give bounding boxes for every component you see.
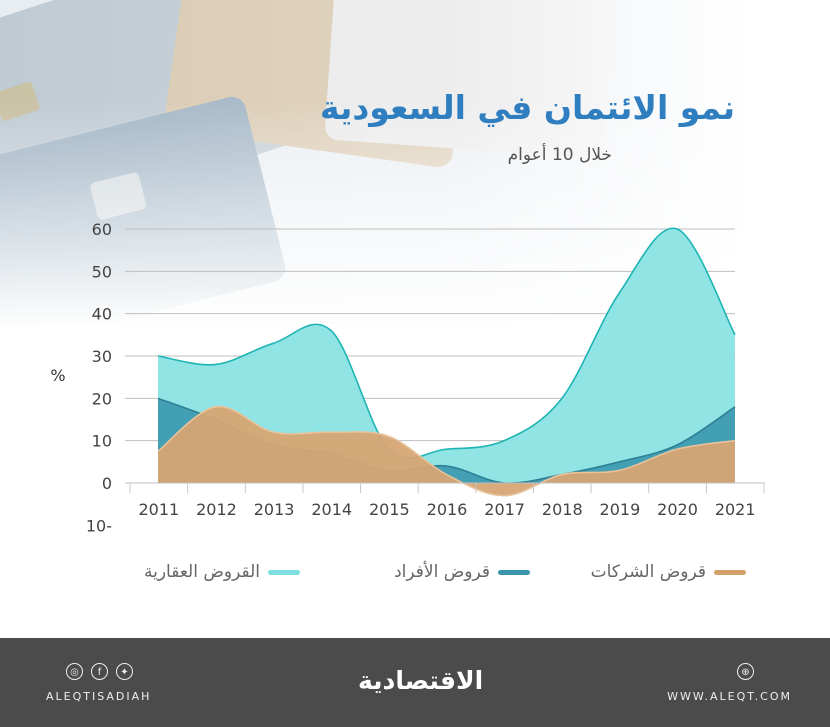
legend-label-corporate: قروض الشركات (590, 562, 706, 582)
series-area-corporate (158, 406, 735, 496)
x-tick-label: 2011 (138, 500, 179, 519)
legend-item-corporate: قروض الشركات (591, 562, 746, 582)
brand-logo: الاقتصادية (358, 666, 484, 695)
x-tick-label: 2021 (715, 500, 756, 519)
social-handle[interactable]: ALEQTISADIAH (46, 690, 152, 703)
y-tick-label: 20 (92, 389, 112, 408)
legend-label-personal: قروض الأفراد (394, 562, 490, 582)
x-tick-label: 2017 (484, 500, 525, 519)
y-tick-label: 30 (92, 347, 112, 366)
legend-label-mortgage: القروض العقارية (144, 562, 260, 582)
y-tick-label: 50 (92, 262, 112, 281)
legend-swatch-corporate (714, 569, 746, 575)
series-line-mortgage (157, 227, 736, 460)
y-tick-label: 60 (92, 220, 112, 239)
facebook-icon[interactable]: f (91, 663, 108, 680)
legend-swatch-mortgage (268, 569, 300, 575)
legend: القروض العقارية قروض الأفراد قروض الشركا… (0, 562, 830, 592)
y-axis-label: % (50, 366, 65, 385)
y-tick-label: 10 (92, 432, 112, 451)
y-tick-label: 0 (102, 474, 112, 493)
legend-item-personal: قروض الأفراد (394, 562, 530, 582)
credit-growth-chart: 60 50 40 30 20 10 0 10-% 2011 2012 2013 2014 2015 201… (50, 220, 765, 535)
instagram-icon[interactable]: ◎ (66, 663, 83, 680)
x-tick-label: 2015 (369, 500, 410, 519)
twitter-icon[interactable]: ✦ (116, 663, 133, 680)
x-tick-label: 2019 (600, 500, 641, 519)
legend-swatch-personal (498, 569, 530, 575)
x-tick-label: 2013 (254, 500, 295, 519)
website-link[interactable]: WWW.ALEQT.COM (667, 690, 792, 703)
series-line-corporate (157, 405, 736, 497)
y-tick-label: 40 (92, 305, 112, 324)
x-tick-label: 2016 (427, 500, 468, 519)
globe-icon[interactable]: ⊕ (737, 663, 754, 680)
x-tick-label: 2012 (196, 500, 237, 519)
series-area-mortgage (158, 228, 735, 483)
page-subtitle: خلال 10 أعوام (507, 145, 612, 165)
legend-item-mortgage: القروض العقارية (144, 562, 300, 582)
footer: ◎ f ✦ ALEQTISADIAH الاقتصادية ⊕ WWW.ALEQ… (0, 638, 830, 727)
page-title: نمو الائتمان في السعودية (319, 88, 735, 127)
x-tick-label: 2018 (542, 500, 583, 519)
x-tick-label: 2020 (657, 500, 698, 519)
x-tick-label: 2014 (311, 500, 352, 519)
y-tick-label: 10- (86, 516, 112, 535)
